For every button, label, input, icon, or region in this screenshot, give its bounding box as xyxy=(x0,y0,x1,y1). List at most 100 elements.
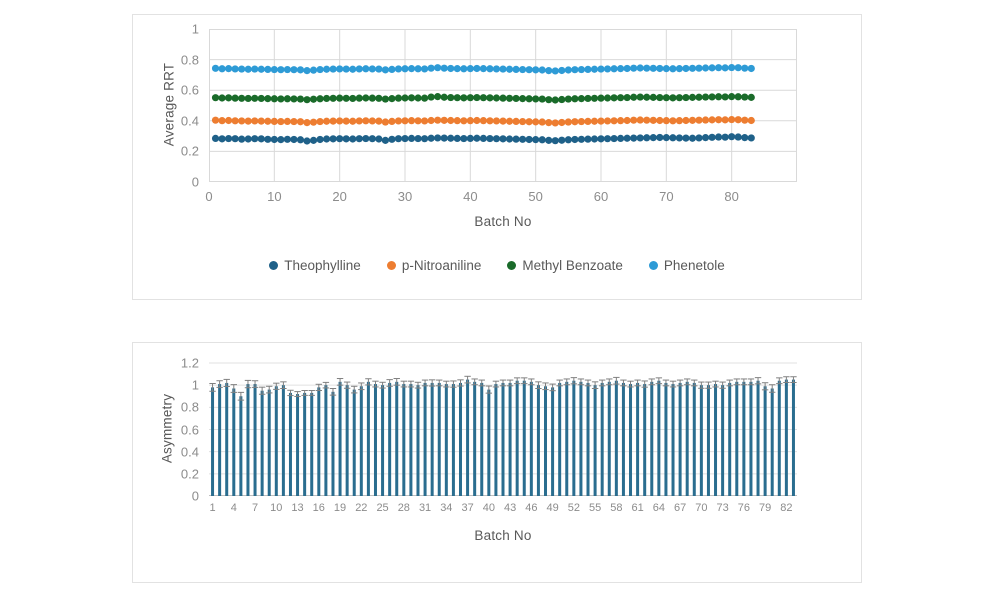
x-tick-label: 67 xyxy=(673,502,687,514)
bar xyxy=(664,382,668,496)
legend-label: p-Nitroaniline xyxy=(401,258,482,273)
data-point xyxy=(551,119,559,127)
data-point xyxy=(251,135,259,143)
data-point xyxy=(329,117,337,125)
data-point xyxy=(584,135,592,143)
bar xyxy=(466,379,470,496)
bar xyxy=(218,384,222,496)
data-point xyxy=(577,65,585,74)
data-point xyxy=(251,117,259,125)
bar xyxy=(317,387,321,496)
y-tick-label: 0.2 xyxy=(180,466,199,482)
data-point xyxy=(211,116,220,124)
data-point xyxy=(290,95,298,103)
bar xyxy=(388,382,392,496)
data-point xyxy=(747,116,755,125)
legend-item[interactable]: p-Nitroaniline xyxy=(386,258,482,273)
data-point xyxy=(532,95,540,103)
data-point xyxy=(492,65,501,73)
data-point xyxy=(238,65,246,73)
x-tick-label: 64 xyxy=(652,502,665,514)
bar xyxy=(430,382,434,496)
data-point xyxy=(290,66,298,74)
data-point xyxy=(643,64,651,72)
bar xyxy=(784,379,788,496)
x-tick-label: 7 xyxy=(251,502,259,514)
bar xyxy=(303,392,307,496)
bar xyxy=(437,382,441,496)
bar xyxy=(232,388,236,496)
data-point xyxy=(741,93,749,101)
x-tick-label: 40 xyxy=(463,189,478,204)
bar xyxy=(402,384,406,496)
x-tick-label: 30 xyxy=(397,189,413,204)
x-tick-label: 49 xyxy=(546,502,559,514)
data-point xyxy=(512,94,520,103)
bar xyxy=(671,384,675,496)
data-point xyxy=(636,93,644,101)
data-point xyxy=(721,93,729,101)
bar xyxy=(621,382,625,496)
data-point xyxy=(329,135,337,143)
x-tick-label: 43 xyxy=(503,502,517,514)
data-point xyxy=(270,117,278,126)
plot-area-asymmetry xyxy=(209,362,797,496)
y-tick-label: 0 xyxy=(191,488,199,504)
data-point xyxy=(741,134,749,142)
bar xyxy=(239,396,243,496)
data-point xyxy=(414,65,422,73)
data-point xyxy=(662,65,670,73)
x-tick-label: 73 xyxy=(716,502,729,514)
legend-item[interactable]: Methyl Benzoate xyxy=(507,258,623,273)
x-tick-label: 40 xyxy=(482,502,495,514)
data-point xyxy=(218,135,226,143)
data-point xyxy=(499,135,507,143)
y-tick-label: 1 xyxy=(191,21,199,37)
data-point xyxy=(394,94,403,102)
x-tick-label: 25 xyxy=(376,502,389,514)
data-point xyxy=(414,94,422,102)
bar xyxy=(288,392,292,496)
x-tick-label: 10 xyxy=(267,189,282,204)
data-point xyxy=(649,64,657,72)
data-point xyxy=(688,134,697,142)
data-point xyxy=(440,134,448,142)
legend-item[interactable]: Phenetole xyxy=(648,258,725,273)
data-point xyxy=(388,65,396,73)
data-point xyxy=(316,117,324,126)
data-point xyxy=(381,118,389,126)
data-point xyxy=(290,135,298,144)
data-point xyxy=(590,94,599,102)
data-point xyxy=(381,95,389,103)
bar xyxy=(551,387,555,496)
data-point xyxy=(296,136,305,144)
data-point xyxy=(368,135,376,143)
bar xyxy=(586,382,590,496)
data-point xyxy=(368,117,376,125)
x-tick-label: 82 xyxy=(780,502,793,514)
legend-item[interactable]: Theophylline xyxy=(269,258,361,273)
bar xyxy=(246,384,250,496)
data-point xyxy=(440,64,448,72)
data-point xyxy=(538,95,546,103)
data-point xyxy=(342,65,350,73)
data-point xyxy=(421,135,429,143)
bar xyxy=(777,380,781,496)
data-point xyxy=(388,95,396,103)
data-point xyxy=(519,117,527,126)
data-point xyxy=(264,95,272,103)
x-tick-label: 4 xyxy=(230,502,237,514)
data-point xyxy=(225,134,233,143)
data-point xyxy=(290,117,298,126)
legend-marker-icon xyxy=(386,261,396,270)
x-tick-label: 10 xyxy=(270,502,283,514)
data-point xyxy=(492,135,501,143)
data-point xyxy=(362,117,370,125)
data-point xyxy=(649,134,657,142)
x-tick-label: 13 xyxy=(291,502,304,514)
data-point xyxy=(571,95,579,103)
data-point xyxy=(708,64,716,72)
data-point xyxy=(538,66,546,74)
legend-label: Theophylline xyxy=(284,258,361,273)
data-point xyxy=(421,65,429,73)
